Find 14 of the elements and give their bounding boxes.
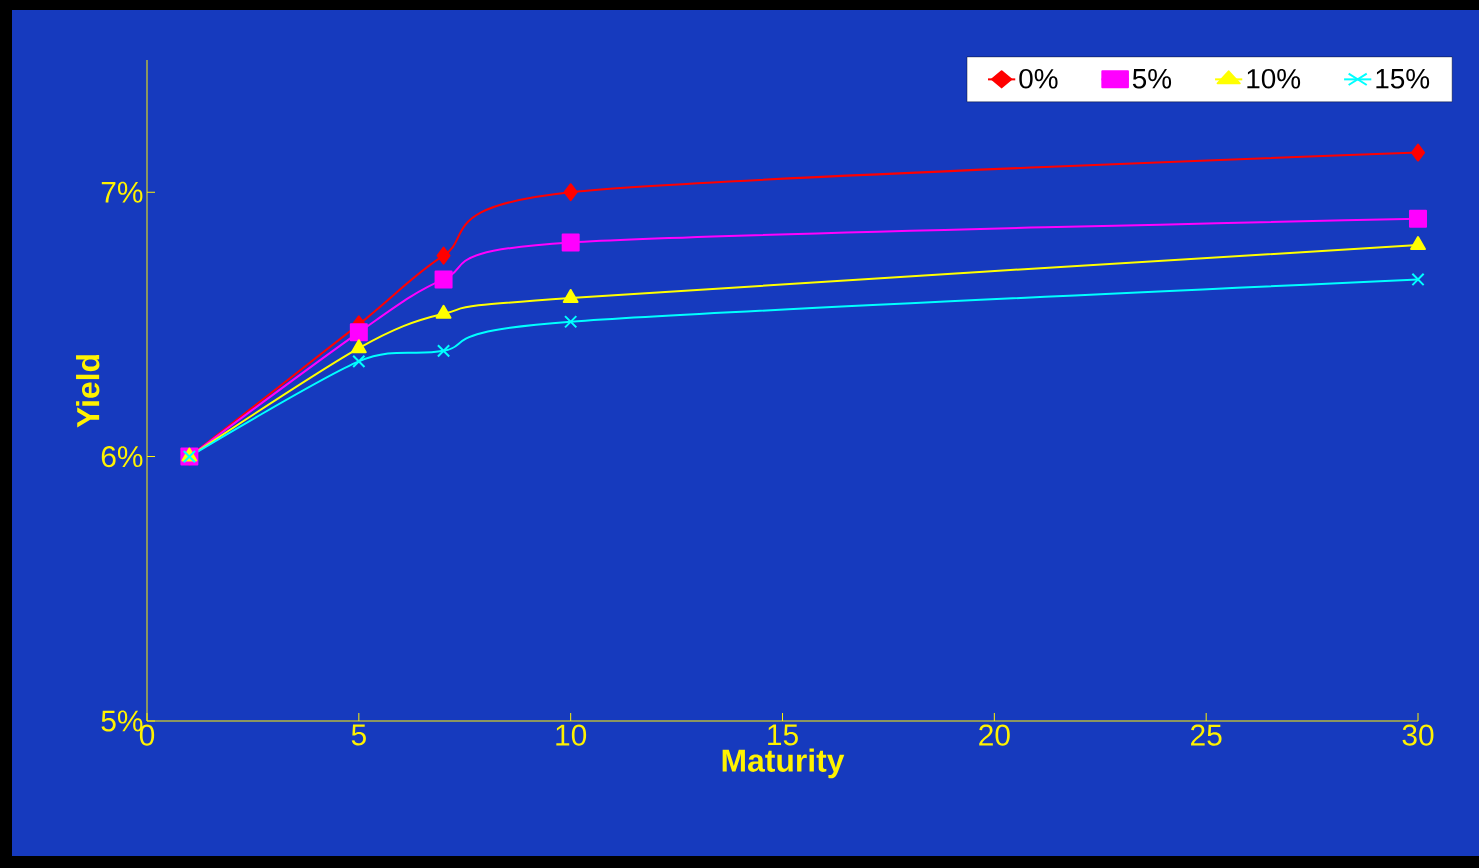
legend-label: 15% — [1376, 68, 1430, 89]
x-tick-label: 15 — [768, 724, 798, 746]
x-tick-label: 10 — [556, 724, 587, 746]
x-tick-label: 20 — [979, 724, 1010, 746]
x-tick-label: 25 — [1191, 724, 1222, 746]
y-tick-label: 6% — [101, 446, 143, 468]
x-tick-label: 30 — [1402, 724, 1434, 746]
y-tick-label: 7% — [101, 181, 143, 203]
legend-label: 5% — [1132, 68, 1172, 89]
x-axis-title: Maturity — [722, 748, 845, 779]
y-axis-title: Yield — [76, 355, 100, 428]
x-tick-label: 5 — [351, 724, 366, 746]
legend-label: 10% — [1247, 68, 1301, 89]
legend-label: 0% — [1019, 68, 1058, 89]
